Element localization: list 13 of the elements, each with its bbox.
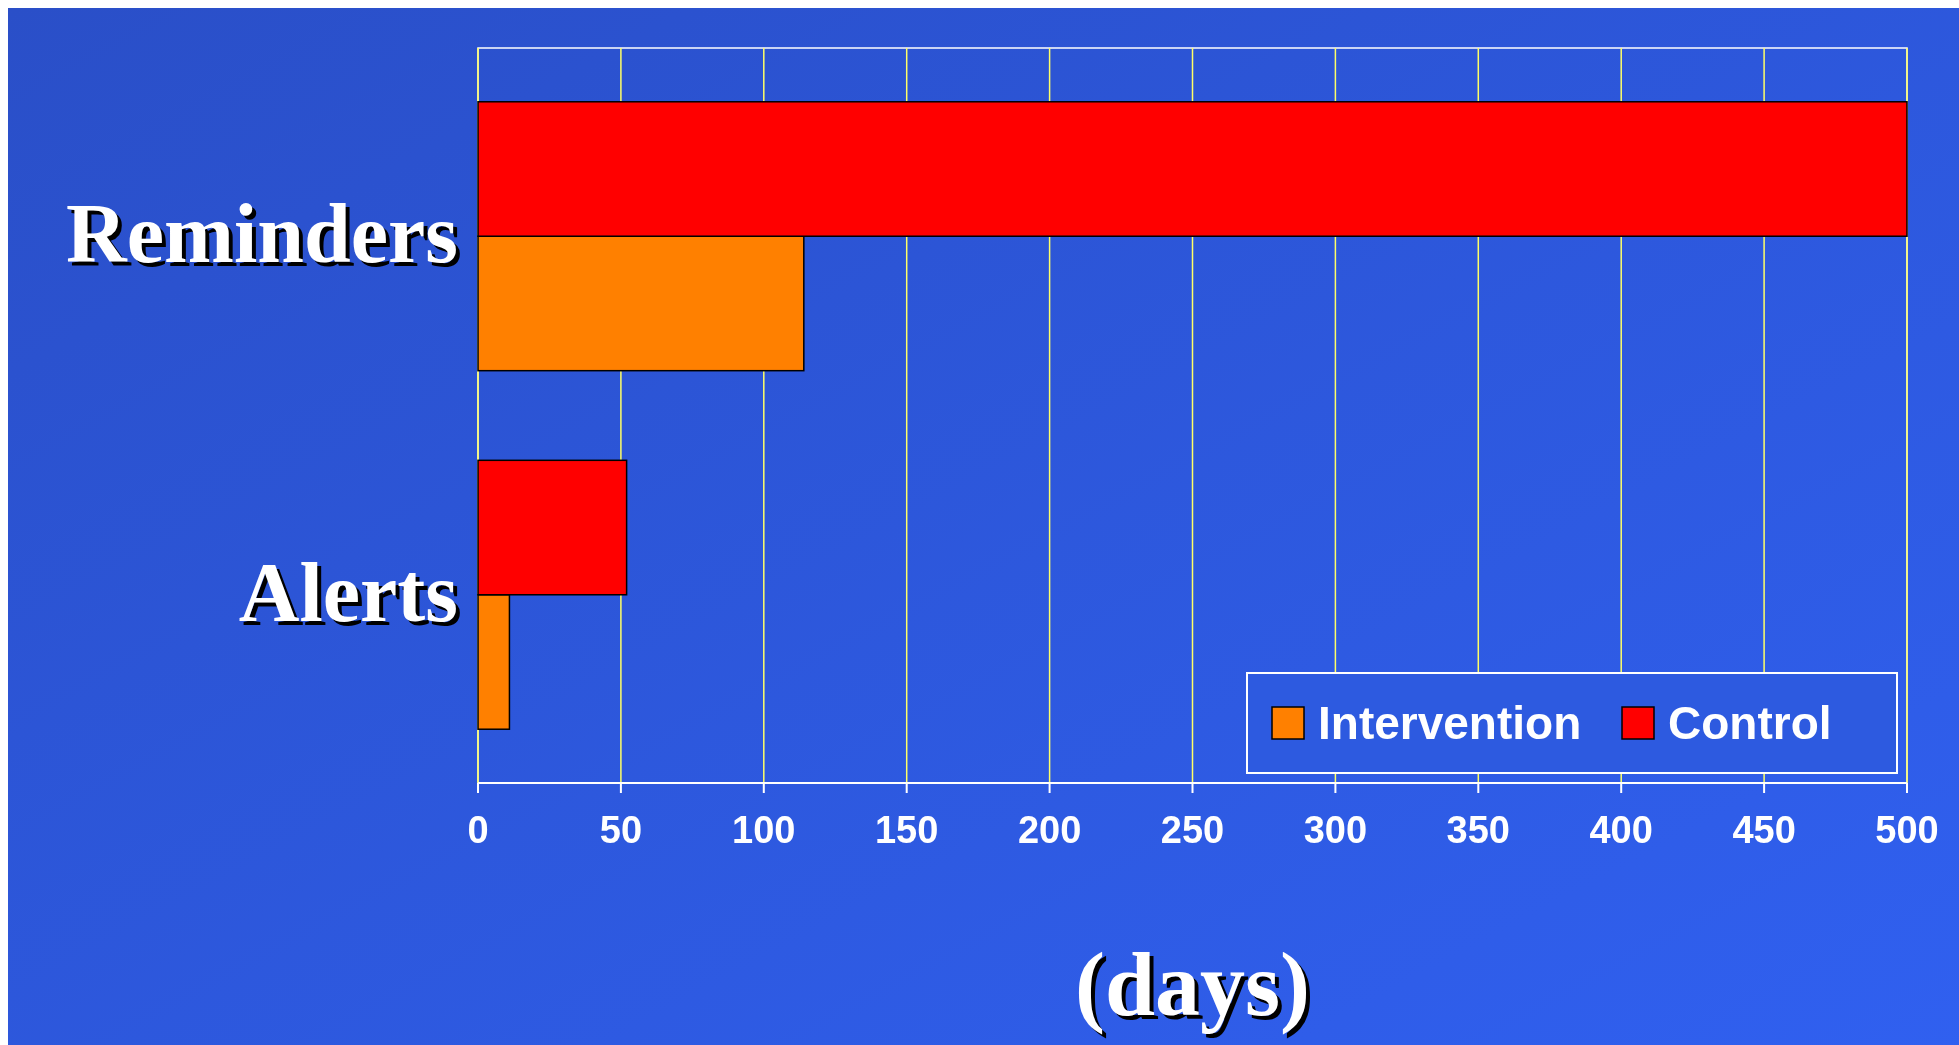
x-tick-label: 250 [1160,809,1225,851]
x-tick-label: 200 [1017,809,1082,851]
x-tick-label: 400 [1589,809,1653,851]
x-tick-label: 50 [599,809,643,851]
x-tick-label: 150 [875,809,939,851]
x-tick-label: 300 [1303,809,1368,851]
x-tick-label: 500 [1875,809,1939,851]
x-tick-label: 100 [732,809,796,851]
x-tick-label: 450 [1732,809,1796,851]
x-tick-label: 350 [1446,809,1510,851]
x-tick-label: 0 [467,809,489,851]
legend-label: Intervention [1318,697,1582,749]
legend-label: Control [1668,697,1832,749]
